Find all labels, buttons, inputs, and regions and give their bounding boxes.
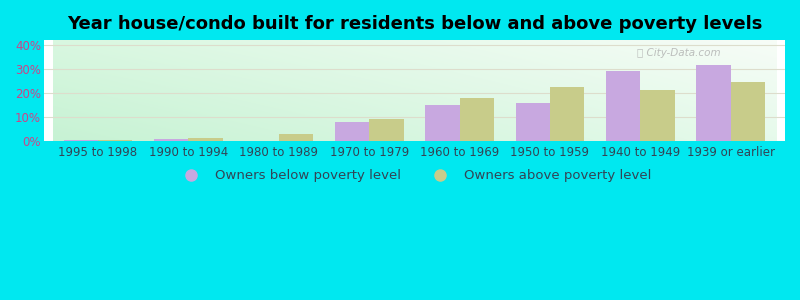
Text: ⓘ City-Data.com: ⓘ City-Data.com: [637, 48, 720, 58]
Bar: [426, 105, 459, 142]
Bar: [640, 90, 674, 142]
Bar: [278, 134, 313, 142]
Bar: [516, 103, 550, 142]
Bar: [98, 140, 132, 142]
Bar: [154, 139, 189, 142]
Bar: [730, 82, 765, 142]
Bar: [335, 122, 369, 142]
Bar: [550, 87, 584, 142]
Bar: [64, 140, 98, 142]
Bar: [189, 138, 222, 142]
Bar: [697, 65, 730, 142]
Title: Year house/condo built for residents below and above poverty levels: Year house/condo built for residents bel…: [66, 15, 762, 33]
Bar: [369, 119, 403, 142]
Bar: [606, 71, 640, 142]
Legend: Owners below poverty level, Owners above poverty level: Owners below poverty level, Owners above…: [172, 164, 657, 188]
Bar: [459, 98, 494, 142]
